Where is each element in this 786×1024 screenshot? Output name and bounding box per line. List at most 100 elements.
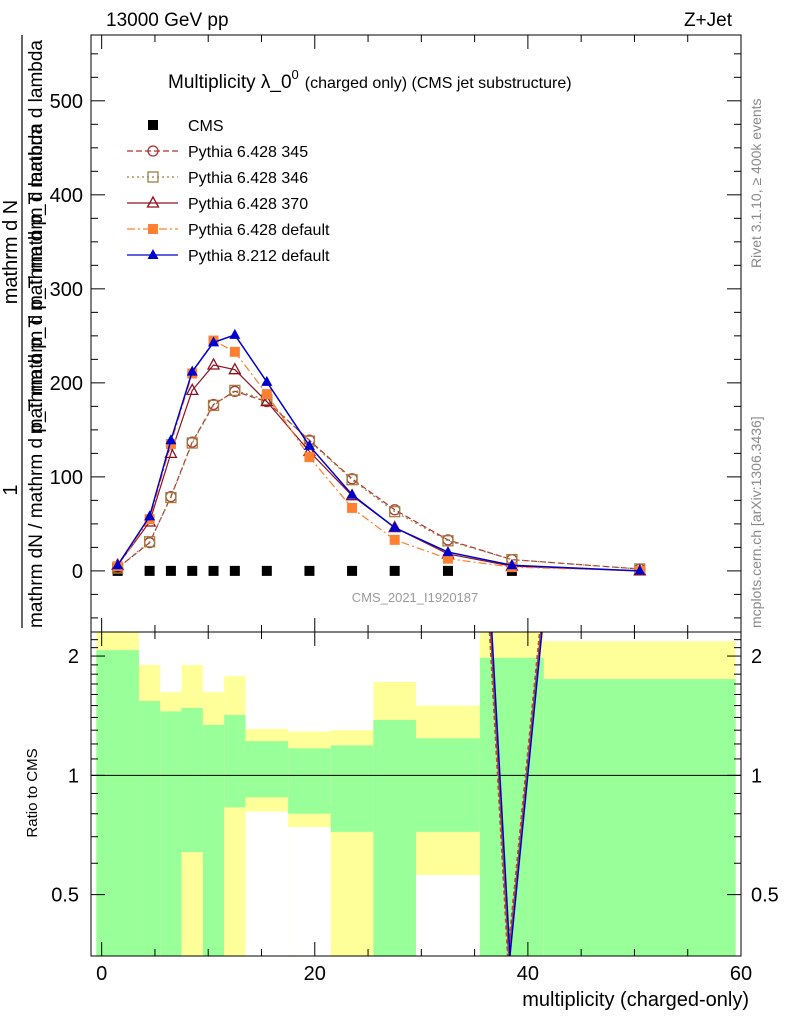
- data-point: [389, 506, 401, 518]
- data-point: [206, 357, 221, 370]
- data-point: [634, 564, 646, 575]
- y-tick-label: 300: [50, 279, 83, 301]
- data-point: [442, 546, 454, 557]
- series-pythia-6-428-370: [111, 357, 647, 576]
- ratio-band-gap: [288, 827, 331, 956]
- data-point: [304, 565, 315, 576]
- ratio-frame: [90, 631, 742, 957]
- data-point: [146, 195, 160, 208]
- ratio-band-gap: [416, 875, 480, 956]
- analysis-watermark: CMS_2021_I1920187: [352, 590, 479, 605]
- y-tick-label: 400: [50, 185, 83, 207]
- ratio-band-green: [138, 701, 161, 956]
- y-tick-label: 0: [72, 561, 83, 583]
- ratio-y-label: Ratio to CMS: [24, 748, 41, 837]
- rivet-label: Rivet 3.1.10, ≥ 400k events: [748, 98, 764, 268]
- legend-label: Pythia 6.428 346: [188, 170, 308, 187]
- data-point: [303, 439, 315, 450]
- y-tick-label: 200: [50, 373, 83, 395]
- mcplots-label: mcplots.cern.ch [arXiv:1306.3436]: [748, 416, 764, 628]
- data-point: [389, 521, 401, 532]
- data-point: [346, 488, 358, 499]
- y-label-fraction-text: mathrm dN / mathrm d p_T mathrm d p_T ma…: [26, 124, 47, 628]
- data-point: [442, 553, 453, 564]
- data-point: [144, 565, 155, 576]
- data-point: [506, 559, 518, 570]
- series-pythia-6-428-345: [111, 385, 646, 575]
- x-tick-label: 60: [730, 963, 752, 985]
- data-point: [112, 559, 124, 570]
- beam-label: 13000 GeV pp: [106, 10, 229, 31]
- y-label-numerator: mathrm d N: [0, 200, 22, 304]
- ratio-band-green: [224, 714, 246, 808]
- series-line: [117, 389, 640, 570]
- x-tick-label: 40: [517, 963, 539, 985]
- data-point: [185, 383, 199, 396]
- series-line: [117, 390, 640, 570]
- ratio-band-green: [202, 724, 225, 956]
- ratio-band-green: [543, 679, 736, 956]
- data-point: [442, 565, 453, 576]
- data-point: [261, 389, 272, 400]
- data-point: [229, 565, 240, 576]
- data-point: [147, 171, 159, 183]
- series-pythia-6-428-346: [111, 384, 646, 575]
- legend-label: Pythia 8.212 default: [188, 248, 330, 265]
- data-point: [261, 565, 272, 576]
- ratio-band-green: [245, 741, 289, 798]
- legend-label: Pythia 6.428 370: [188, 196, 308, 213]
- chart-title: Multiplicity λ_00 (charged only) (CMS jet…: [168, 67, 572, 93]
- data-point: [389, 565, 400, 576]
- legend-label: Pythia 6.428 default: [188, 222, 330, 239]
- legend: CMS Pythia 6.428 345 Pythia 6.428 346 Pythi…: [127, 118, 330, 265]
- series-line: [117, 364, 640, 572]
- data-point: [187, 565, 198, 576]
- title-subtitle: (charged only) (CMS jet substructure): [305, 75, 572, 92]
- ratio-tick-label-right: 1: [751, 765, 762, 787]
- ratio-band-green: [160, 711, 182, 956]
- y-tick-label: 500: [50, 91, 83, 113]
- ratio-band-green: [96, 650, 139, 956]
- data-point: [229, 328, 241, 339]
- data-point: [148, 120, 158, 130]
- data-point: [229, 346, 240, 357]
- data-point: [442, 535, 454, 547]
- ratio-tick-label-right: 2: [751, 646, 762, 668]
- ratio-band-green: [181, 707, 203, 853]
- ratio-tick-label: 2: [68, 646, 79, 668]
- data-point: [165, 565, 176, 576]
- data-point: [208, 565, 219, 576]
- ratio-band-green: [288, 748, 331, 814]
- data-point: [186, 365, 198, 376]
- legend-label: Pythia 6.428 345: [188, 144, 308, 161]
- ratio-band-green: [330, 745, 374, 832]
- data-point: [261, 375, 273, 386]
- ratio-tick-label-right: 0.5: [751, 885, 779, 907]
- data-point: [346, 474, 358, 486]
- data-point: [143, 536, 156, 548]
- data-point: [144, 510, 156, 521]
- y-axis-label: 1 mathrm dN / mathrm d p_T mathrm d p_T …: [0, 35, 47, 628]
- ratio-plot: 0.5 0.51 12 20 20 40 60: [51, 631, 779, 985]
- ratio-band-green: [373, 719, 416, 956]
- x-tick-label: 20: [304, 963, 326, 985]
- data-point: [347, 502, 358, 513]
- ratio-band-gap: [245, 811, 289, 956]
- data-point: [165, 491, 177, 504]
- legend-label: CMS: [188, 118, 224, 135]
- data-point: [147, 249, 159, 259]
- process-label: Z+Jet: [684, 10, 733, 31]
- title-main: Multiplicity λ_0: [168, 72, 292, 93]
- data-point: [260, 394, 274, 407]
- y-label-numerator-one: 1: [0, 484, 22, 495]
- ratio-tick-label: 1: [68, 765, 79, 787]
- y-label-denominator: mathrm d p_T mathrm d p_T mathrm d lambd…: [26, 40, 47, 435]
- data-point: [186, 437, 198, 449]
- x-tick-label: 0: [96, 963, 107, 985]
- series-pythia-8-212-default: [112, 328, 646, 575]
- data-point: [147, 145, 159, 157]
- data-point: [228, 362, 242, 375]
- data-point: [207, 399, 220, 412]
- data-point: [347, 565, 358, 576]
